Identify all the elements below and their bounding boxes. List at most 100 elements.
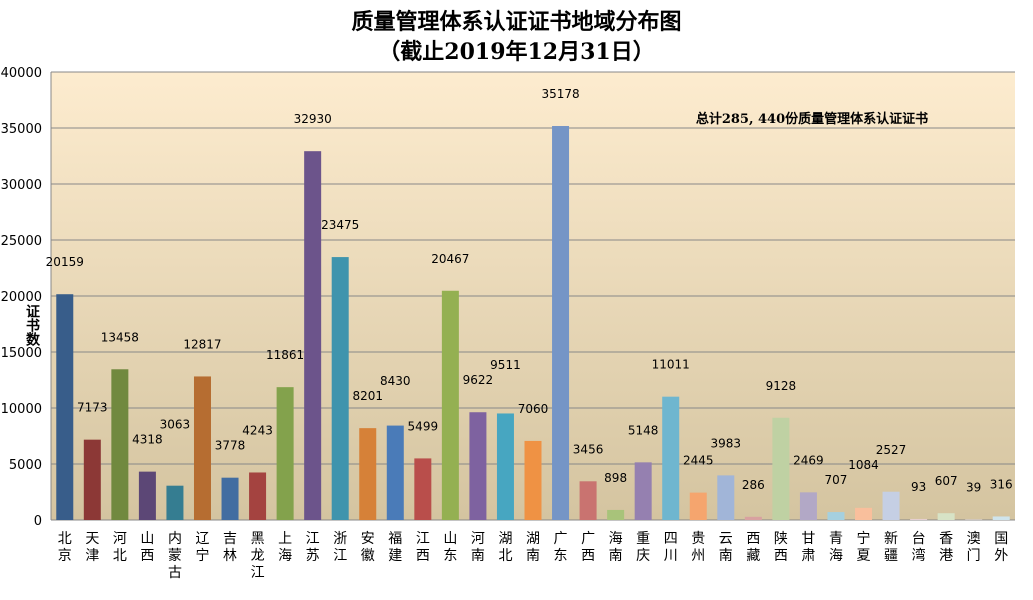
data-label: 11011 — [652, 358, 690, 372]
data-label: 32930 — [294, 112, 332, 126]
bar-四川 — [662, 396, 680, 520]
data-label: 2469 — [793, 453, 824, 467]
x-tick-label: 陕 — [774, 531, 788, 547]
x-tick-label: 建 — [388, 548, 402, 564]
bar-北京 — [56, 294, 74, 520]
y-tick-label: 35000 — [1, 122, 42, 137]
bar-台湾 — [910, 518, 928, 520]
data-label: 11861 — [266, 348, 304, 362]
x-tick-label: 蒙 — [168, 548, 182, 564]
x-tick-label: 门 — [967, 548, 981, 564]
x-tick-label: 龙 — [251, 548, 265, 564]
data-label: 286 — [742, 478, 765, 492]
x-tick-label: 辽 — [195, 531, 209, 547]
x-tick-label: 江 — [333, 548, 347, 564]
data-label: 93 — [911, 480, 926, 494]
x-tick-label: 浙 — [333, 531, 347, 547]
data-label: 20159 — [46, 255, 84, 269]
x-tick-label: 内 — [168, 531, 182, 547]
x-tick-label: 福 — [388, 531, 402, 547]
x-tick-label: 台 — [912, 531, 926, 547]
bar-湖北 — [496, 413, 514, 520]
bar-黑龙江 — [249, 472, 267, 520]
x-tick-label: 东 — [554, 548, 568, 564]
x-tick-label: 湖 — [498, 531, 512, 547]
x-tick-label: 西 — [140, 548, 154, 564]
x-tick-label: 广 — [581, 531, 595, 547]
chart-subtitle: （截止2019年12月31日） — [378, 39, 655, 65]
x-tick-label: 香 — [939, 531, 953, 547]
bar-天津 — [83, 439, 101, 520]
bar-国外 — [992, 516, 1010, 520]
x-tick-label: 山 — [140, 531, 154, 547]
data-label: 8430 — [380, 374, 411, 388]
bar-广西 — [579, 481, 597, 520]
x-tick-label: 川 — [664, 548, 678, 564]
bar-山东 — [441, 290, 459, 520]
x-tick-label: 海 — [609, 531, 623, 547]
bar-安徽 — [359, 428, 377, 520]
x-tick-label: 古 — [168, 565, 182, 581]
data-label: 607 — [935, 474, 958, 488]
data-label: 12817 — [183, 337, 221, 351]
x-tick-label: 北 — [113, 548, 127, 564]
bar-海南 — [607, 509, 625, 520]
x-tick-label: 吉 — [223, 531, 237, 547]
x-tick-label: 江 — [416, 531, 430, 547]
bar-甘肃 — [799, 492, 817, 520]
bar-内蒙古 — [166, 485, 184, 520]
x-tick-label: 天 — [85, 531, 99, 547]
bar-香港 — [937, 513, 955, 520]
x-tick-label: 贵 — [691, 531, 705, 547]
x-tick-label: 京 — [58, 548, 72, 564]
x-tick-label: 河 — [113, 531, 127, 547]
y-tick-label: 10000 — [1, 402, 42, 417]
data-label: 23475 — [321, 218, 359, 232]
x-tick-label: 甘 — [801, 531, 815, 547]
data-label: 2445 — [683, 454, 714, 468]
x-tick-label: 夏 — [857, 548, 871, 564]
x-tick-label: 苏 — [306, 548, 320, 564]
x-tick-label: 黑 — [251, 531, 265, 547]
x-tick-label: 外 — [994, 548, 1008, 564]
x-tick-label: 云 — [719, 531, 733, 547]
y-tick-label: 25000 — [1, 234, 42, 249]
x-tick-label: 湾 — [912, 547, 926, 564]
x-tick-label: 北 — [498, 548, 512, 564]
x-tick-label: 西 — [416, 548, 430, 564]
x-tick-label: 安 — [361, 531, 375, 547]
y-tick-label: 0 — [34, 514, 42, 529]
x-tick-label: 湖 — [526, 531, 540, 547]
data-label: 707 — [825, 473, 848, 487]
data-label: 8201 — [352, 389, 383, 403]
x-tick-label: 南 — [526, 548, 540, 564]
bar-河南 — [469, 412, 487, 520]
data-label: 4318 — [132, 433, 163, 447]
x-tick-label: 澳 — [967, 531, 981, 547]
chart-title: 质量管理体系认证证书地域分布图 — [351, 9, 682, 35]
data-label: 3778 — [215, 439, 246, 453]
data-label: 898 — [604, 471, 627, 485]
x-tick-label: 新 — [884, 531, 898, 547]
x-tick-label: 上 — [278, 531, 292, 547]
x-tick-label: 南 — [609, 548, 623, 564]
bar-上海 — [276, 387, 294, 520]
data-label: 5499 — [408, 419, 439, 433]
bar-宁夏 — [855, 507, 873, 520]
data-label: 5148 — [628, 423, 659, 437]
bar-云南 — [717, 475, 735, 520]
bar-贵州 — [689, 492, 707, 520]
y-axis-title: 证书数 — [24, 304, 40, 346]
bar-吉林 — [221, 477, 239, 520]
x-tick-label: 疆 — [884, 548, 898, 564]
bar-广东 — [552, 126, 570, 520]
bar-湖南 — [524, 440, 542, 520]
y-tick-label: 15000 — [1, 346, 42, 361]
x-tick-label: 宁 — [195, 547, 209, 564]
data-label: 39 — [966, 481, 981, 495]
x-tick-label: 宁 — [857, 530, 871, 547]
data-label: 4243 — [242, 424, 273, 438]
data-label: 3983 — [711, 436, 742, 450]
bar-福建 — [386, 425, 404, 520]
